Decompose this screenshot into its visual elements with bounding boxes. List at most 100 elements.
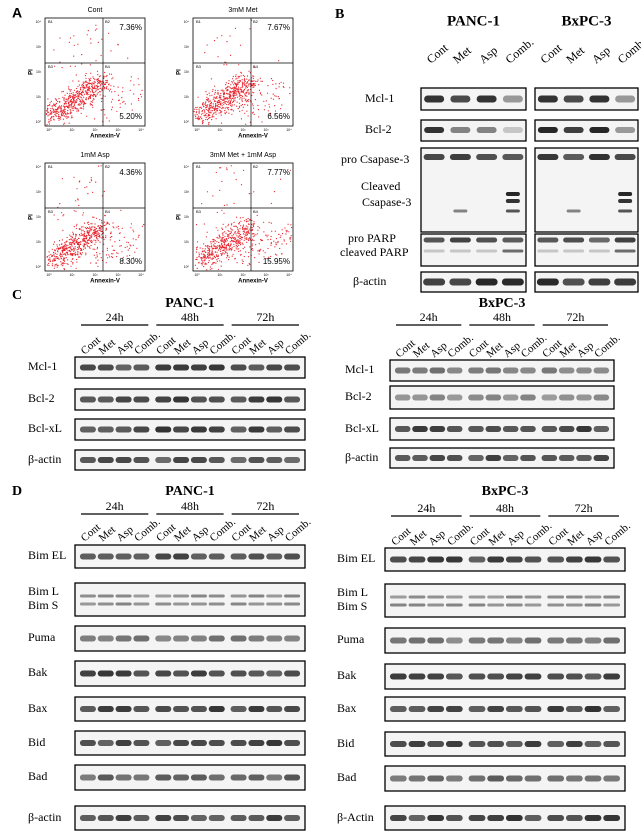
event-dot: [80, 254, 83, 256]
band: [133, 815, 150, 821]
event-dot: [286, 230, 288, 232]
event-dot: [103, 238, 105, 240]
event-dot: [268, 103, 270, 105]
event-dot: [238, 223, 240, 225]
event-dot: [274, 246, 276, 248]
event-dot: [214, 247, 216, 250]
event-dot: [242, 74, 244, 76]
band: [445, 673, 463, 680]
event-dot: [234, 98, 236, 100]
band: [190, 396, 207, 403]
event-dot: [137, 236, 139, 238]
event-dot: [238, 88, 240, 90]
event-dot: [218, 234, 220, 236]
event-dot: [244, 112, 246, 114]
event-dot: [221, 242, 223, 245]
band: [487, 815, 505, 821]
event-dot: [83, 246, 85, 248]
band: [565, 556, 583, 563]
event-dot: [209, 266, 211, 268]
event-dot: [105, 236, 107, 239]
event-dot: [105, 254, 108, 256]
event-dot: [214, 242, 216, 245]
event-dot: [215, 227, 217, 229]
band: [537, 127, 558, 133]
band: [576, 367, 592, 374]
event-dot: [221, 98, 223, 100]
event-dot: [237, 80, 239, 82]
event-dot: [57, 219, 59, 221]
event-dot: [198, 254, 200, 256]
event-dot: [96, 231, 98, 233]
event-dot: [202, 119, 204, 121]
event-dot: [105, 235, 107, 237]
event-dot: [208, 117, 210, 119]
event-dot: [223, 90, 225, 92]
band: [155, 396, 172, 403]
event-dot: [47, 98, 49, 100]
event-dot: [77, 109, 79, 111]
band: [97, 815, 114, 821]
event-dot: [225, 251, 227, 253]
event-dot: [76, 223, 78, 225]
band: [468, 603, 486, 607]
event-dot: [227, 100, 229, 102]
event-dot: [54, 255, 56, 257]
event-dot: [128, 247, 130, 249]
band: [565, 775, 583, 782]
event-dot: [241, 79, 243, 81]
event-dot: [213, 256, 216, 258]
event-dot: [74, 251, 76, 253]
event-dot: [66, 112, 68, 114]
event-dot: [219, 98, 221, 100]
event-dot: [280, 235, 282, 237]
event-dot: [99, 91, 101, 93]
quadrant-label: B3: [196, 64, 202, 69]
event-dot: [252, 82, 255, 85]
event-dot: [238, 77, 240, 79]
band: [449, 278, 472, 286]
event-dot: [219, 260, 221, 262]
event-dot: [105, 75, 107, 78]
event-dot: [198, 111, 200, 113]
event-dot: [77, 85, 79, 88]
event-dot: [53, 254, 55, 256]
event-dot: [54, 249, 56, 251]
band: [133, 774, 150, 781]
event-dot: [61, 112, 63, 114]
event-dot: [89, 228, 91, 230]
band: [505, 556, 523, 563]
event-dot: [208, 254, 210, 256]
event-dot: [48, 123, 51, 125]
event-dot: [201, 262, 203, 264]
event-dot: [103, 108, 105, 111]
band: [427, 556, 445, 563]
event-dot: [242, 216, 244, 219]
event-dot: [106, 86, 108, 88]
event-dot: [195, 251, 197, 253]
lane-label: Asp: [505, 527, 527, 548]
band: [173, 670, 190, 677]
event-dot: [221, 245, 224, 247]
event-dot: [223, 93, 225, 95]
event-dot: [103, 221, 105, 223]
event-dot: [63, 113, 65, 115]
band: [248, 553, 265, 560]
event-dot: [113, 249, 115, 252]
event-dot: [77, 96, 79, 98]
event-dot: [63, 97, 65, 99]
event-dot: [53, 104, 56, 106]
event-dot: [234, 89, 236, 91]
event-dot: [94, 78, 96, 80]
event-dot: [220, 265, 222, 267]
x-tick-label: 10¹: [69, 128, 75, 132]
event-dot: [218, 95, 221, 97]
x-tick-label: 10³: [263, 128, 269, 132]
event-dot: [248, 251, 250, 254]
event-dot: [69, 90, 71, 92]
time-label: 72h: [575, 501, 593, 515]
event-dot: [84, 75, 86, 77]
band: [173, 426, 190, 433]
band: [584, 815, 602, 821]
event-dot: [246, 82, 248, 84]
